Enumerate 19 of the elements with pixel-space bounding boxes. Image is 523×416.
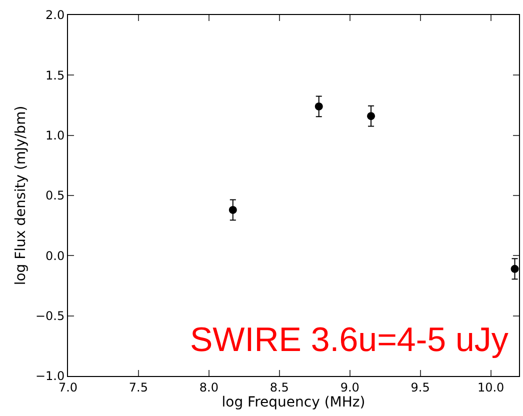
x-tick-label: 8.0: [199, 380, 218, 394]
x-axis-title: log Frequency (MHz): [222, 394, 366, 410]
y-tick-label: 1.5: [46, 68, 65, 82]
y-tick-label: 1.0: [46, 128, 65, 143]
x-tick-label: 9.5: [410, 380, 430, 394]
y-tick-label: 2.0: [46, 8, 65, 22]
y-tick-label: 0.5: [46, 188, 65, 203]
point: [314, 102, 323, 110]
point: [367, 112, 376, 120]
y-tick-label: 0.0: [46, 248, 65, 263]
x-tick-label: 7.5: [128, 380, 148, 394]
y-axis-title: log Flux density (mJy/bm): [13, 106, 30, 286]
y-tick-label: −0.5: [35, 309, 65, 324]
point: [510, 264, 519, 273]
x-tick-label: 8.5: [270, 380, 289, 394]
point: [228, 206, 237, 214]
x-tick-label: 10.0: [477, 380, 504, 394]
annotation: SWIRE 3.6u=4-5 uJy: [190, 321, 508, 359]
x-tick-label: 9.0: [340, 380, 360, 394]
